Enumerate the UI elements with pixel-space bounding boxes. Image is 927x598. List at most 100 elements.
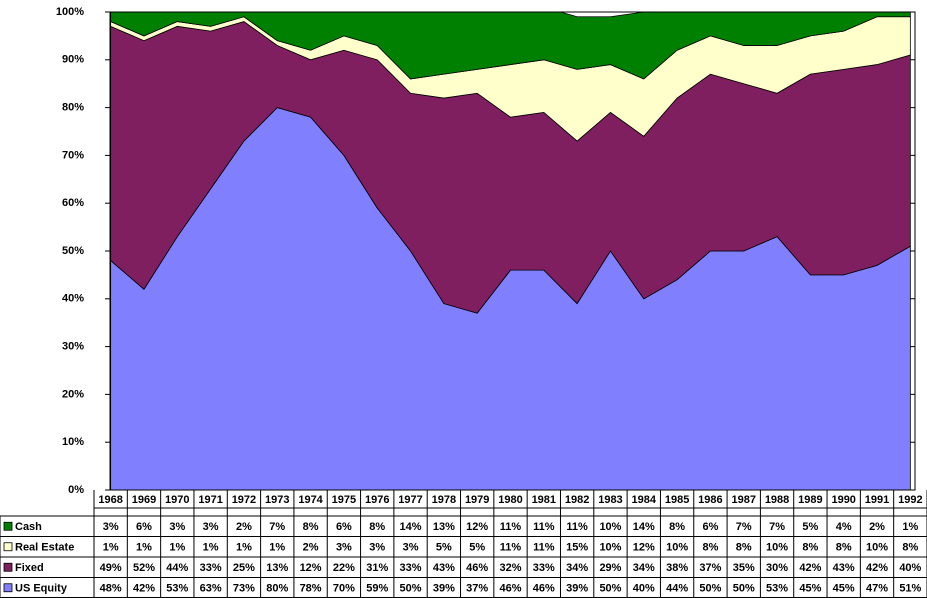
- legend-label: Cash: [15, 521, 42, 533]
- table-cell: 14%: [633, 521, 655, 533]
- table-cell: 51%: [899, 583, 921, 595]
- x-tick-label: 1990: [831, 494, 855, 506]
- table-cell: 39%: [566, 583, 588, 595]
- x-tick-label: 1972: [232, 494, 256, 506]
- table-cell: 42%: [799, 562, 821, 574]
- legend-key: [3, 562, 13, 572]
- table-cell: 10%: [666, 542, 688, 554]
- x-tick-label: 1974: [298, 494, 323, 506]
- table-cell: 44%: [666, 583, 688, 595]
- table-cell: 35%: [733, 562, 755, 574]
- x-tick-label: 1983: [598, 494, 622, 506]
- table-cell: 3%: [336, 542, 352, 554]
- table-cell: 1%: [236, 542, 252, 554]
- table-cell: 6%: [702, 521, 718, 533]
- y-tick-label: 50%: [62, 245, 84, 257]
- table-cell: 11%: [533, 521, 555, 533]
- table-cell: 22%: [333, 562, 355, 574]
- table-cell: 63%: [200, 583, 222, 595]
- area: [110, 12, 911, 80]
- y-tick-label: 80%: [62, 102, 84, 114]
- table-cell: 8%: [702, 542, 718, 554]
- table-cell: 7%: [769, 521, 785, 533]
- legend-key: [3, 583, 13, 593]
- table-cell: 1%: [902, 521, 918, 533]
- table-cell: 53%: [166, 583, 188, 595]
- table-cell: 6%: [336, 521, 352, 533]
- table-cell: 3%: [369, 542, 385, 554]
- table-cell: 7%: [269, 521, 285, 533]
- table-cell: 73%: [233, 583, 255, 595]
- table-cell: 5%: [436, 542, 452, 554]
- table-cell: 70%: [333, 583, 355, 595]
- table-cell: 3%: [169, 521, 185, 533]
- x-tick-label: 1986: [698, 494, 722, 506]
- table-cell: 7%: [736, 521, 752, 533]
- table-cell: 13%: [433, 521, 455, 533]
- table-cell: 59%: [366, 583, 388, 595]
- table-cell: 1%: [136, 542, 152, 554]
- x-tick-label: 1988: [765, 494, 789, 506]
- y-tick-label: 40%: [62, 293, 84, 305]
- table-cell: 14%: [400, 521, 422, 533]
- table-cell: 4%: [836, 521, 852, 533]
- y-tick-label: 100%: [56, 6, 84, 18]
- table-cell: 43%: [833, 562, 855, 574]
- table-cell: 12%: [633, 542, 655, 554]
- x-tick-label: 1976: [365, 494, 389, 506]
- y-tick-label: 60%: [62, 197, 84, 209]
- table-cell: 34%: [566, 562, 588, 574]
- table-cell: 8%: [836, 542, 852, 554]
- table-cell: 37%: [466, 583, 488, 595]
- table-cell: 42%: [866, 562, 888, 574]
- table-cell: 48%: [100, 583, 122, 595]
- x-tick-label: 1980: [498, 494, 522, 506]
- table-cell: 39%: [433, 583, 455, 595]
- table-cell: 46%: [466, 562, 488, 574]
- table-cell: 44%: [166, 562, 188, 574]
- table-cell: 10%: [766, 542, 788, 554]
- areas: [110, 12, 911, 490]
- table-cell: 45%: [833, 583, 855, 595]
- table-cell: 38%: [666, 562, 688, 574]
- table-cell: 31%: [366, 562, 388, 574]
- table-cell: 80%: [266, 583, 288, 595]
- table-cell: 32%: [499, 562, 521, 574]
- table-cell: 8%: [802, 542, 818, 554]
- table-cell: 11%: [500, 521, 522, 533]
- table-cell: 25%: [233, 562, 255, 574]
- legend-label: US Equity: [15, 583, 68, 595]
- table-cell: 34%: [633, 562, 655, 574]
- y-tick-label: 10%: [62, 436, 84, 448]
- table-cell: 8%: [902, 542, 918, 554]
- x-tick-label: 1979: [465, 494, 489, 506]
- table-cell: 8%: [369, 521, 385, 533]
- table-cell: 47%: [866, 583, 888, 595]
- table-cell: 3%: [103, 521, 119, 533]
- table-cell: 46%: [533, 583, 555, 595]
- table-cell: 52%: [133, 562, 155, 574]
- table-cell: 8%: [303, 521, 319, 533]
- x-tick-label: 1982: [565, 494, 589, 506]
- x-tick-label: 1985: [665, 494, 689, 506]
- table-cell: 33%: [200, 562, 222, 574]
- table-cell: 40%: [633, 583, 655, 595]
- legend-key: [3, 521, 13, 531]
- table-cell: 8%: [736, 542, 752, 554]
- table-cell: 5%: [802, 521, 818, 533]
- table-cell: 6%: [136, 521, 152, 533]
- table-cell: 1%: [203, 542, 219, 554]
- y-tick-label: 0%: [68, 484, 84, 496]
- table-cell: 1%: [269, 542, 285, 554]
- table-cell: 46%: [499, 583, 521, 595]
- plot-border: [109, 11, 916, 491]
- table-cell: 11%: [566, 521, 588, 533]
- table-cell: 3%: [203, 521, 219, 533]
- x-tick-label: 1971: [198, 494, 222, 506]
- x-tick-label: 1981: [532, 494, 556, 506]
- table-cell: 8%: [669, 521, 685, 533]
- table-cell: 45%: [799, 583, 821, 595]
- table-cell: 40%: [899, 562, 921, 574]
- x-tick-label: 1989: [798, 494, 822, 506]
- x-tick-label: 1987: [731, 494, 755, 506]
